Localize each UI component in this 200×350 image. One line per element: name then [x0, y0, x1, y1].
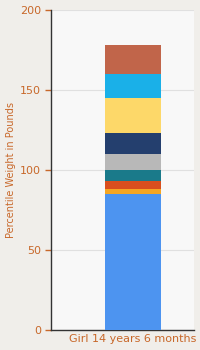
Bar	[105, 169, 161, 181]
Bar	[105, 98, 161, 133]
Y-axis label: Percentile Weight in Pounds: Percentile Weight in Pounds	[6, 102, 16, 238]
Bar	[105, 133, 161, 154]
Bar	[105, 181, 161, 189]
Bar	[105, 45, 161, 74]
Bar	[105, 74, 161, 98]
Bar	[105, 194, 161, 330]
Bar	[105, 189, 161, 194]
Bar	[105, 154, 161, 169]
